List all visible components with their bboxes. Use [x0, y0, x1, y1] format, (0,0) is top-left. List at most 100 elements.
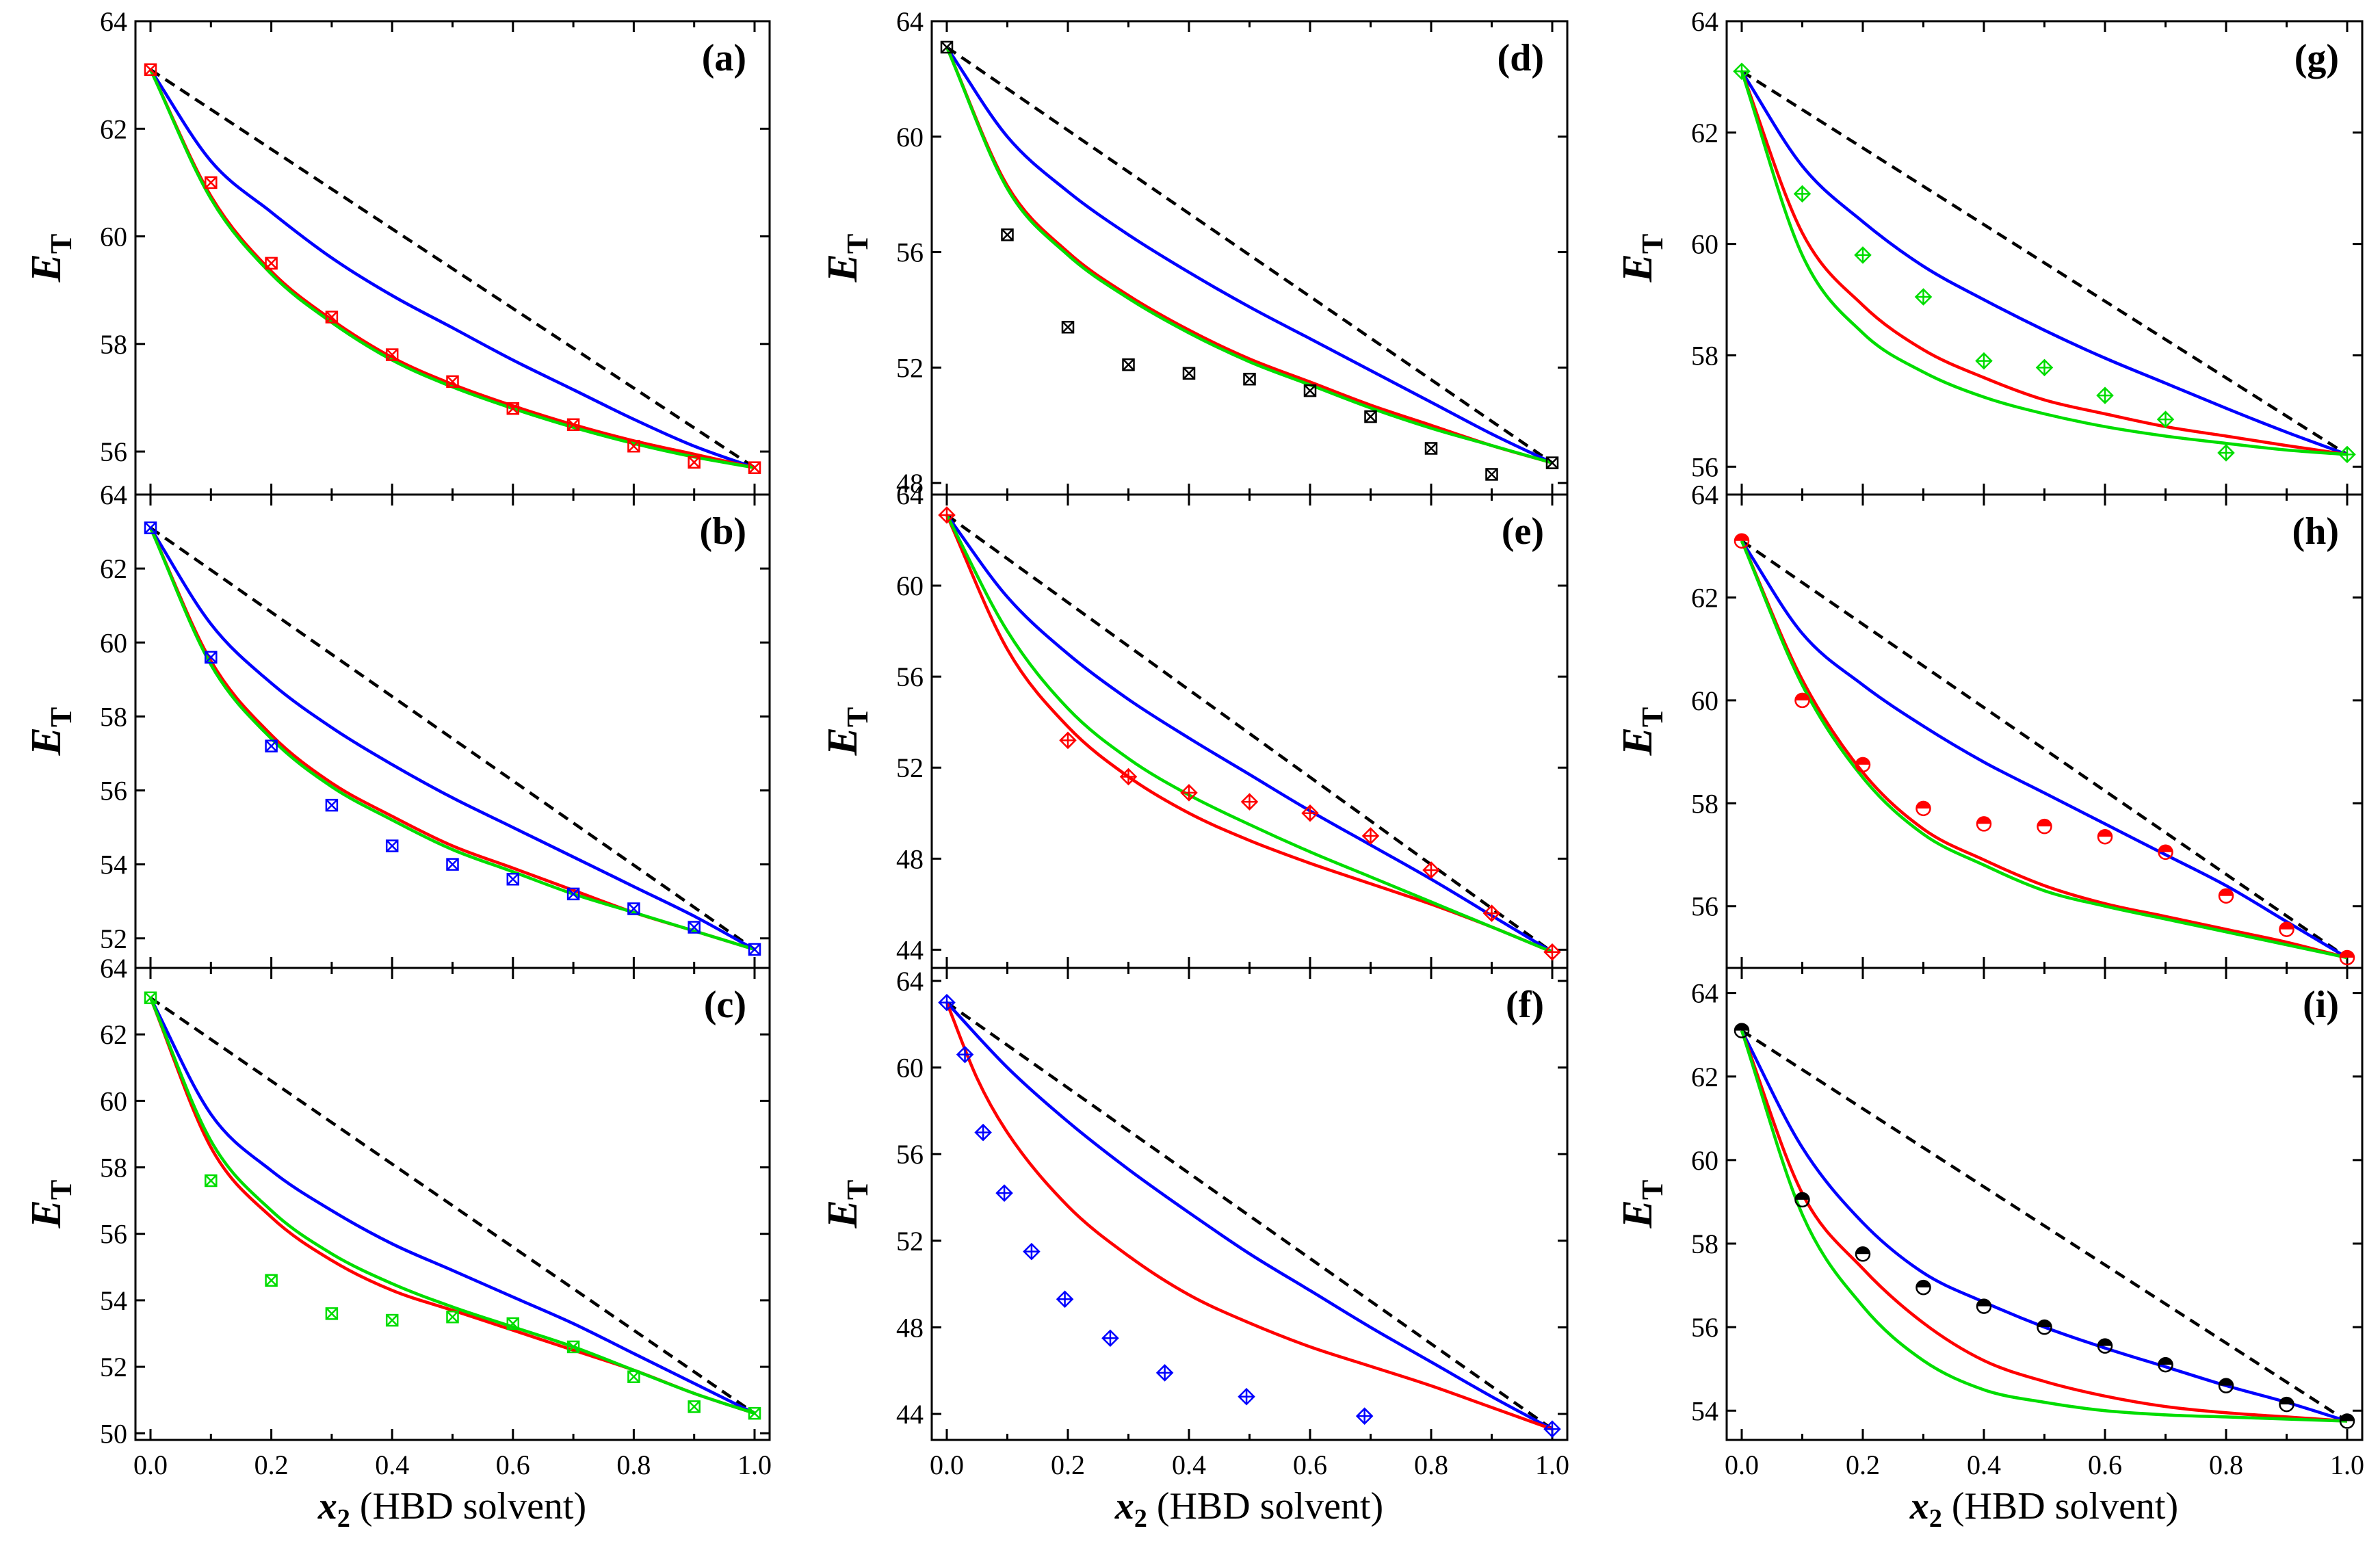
marker-square — [688, 921, 701, 934]
data-point — [205, 651, 218, 664]
marker-square — [627, 439, 640, 453]
series-line-red — [1740, 1029, 2348, 1423]
marker-square — [1303, 384, 1317, 397]
x-title-col3: x2 (HBD solvent) — [1909, 1485, 2178, 1533]
marker-cross — [506, 402, 519, 415]
y-tick-label: 52 — [100, 923, 127, 954]
series-line-red — [1740, 540, 2348, 960]
marker-plus — [939, 995, 954, 1010]
marker-cross — [1243, 373, 1256, 386]
marker-cross — [567, 418, 579, 431]
marker-cross — [144, 991, 157, 1004]
panel-c: 50 52 54 56 58 60 62 64 0.0 0.2 0.4 0.6 0.8 1.0 (c) — [100, 953, 772, 1480]
y-tick-label: 56 — [896, 237, 924, 268]
data-point — [506, 402, 520, 415]
marker-diamond — [1119, 768, 1138, 786]
data-point — [446, 1310, 459, 1324]
marker-half-fill — [1977, 1299, 1991, 1307]
data-point — [1793, 185, 1812, 203]
marker-cross — [1485, 468, 1498, 481]
y-tick-label: 56 — [896, 1139, 924, 1170]
marker-square — [627, 902, 640, 915]
data-point — [1794, 1192, 1810, 1208]
marker-square — [627, 1370, 640, 1383]
data-point — [1240, 793, 1259, 811]
panel-label: (g) — [2294, 37, 2339, 79]
data-point — [1180, 784, 1198, 802]
y-title-e: ET — [820, 707, 874, 757]
marker-plus — [2158, 412, 2173, 428]
y-tick-label: 56 — [896, 661, 924, 692]
marker-cross — [506, 1317, 519, 1330]
data-point — [1122, 358, 1135, 371]
data-point — [627, 439, 640, 453]
data-point — [1243, 372, 1256, 386]
series-line-blue — [945, 46, 1553, 464]
marker-diamond — [1975, 352, 1993, 370]
marker-cross — [446, 1311, 459, 1324]
panel-label: (e) — [1502, 510, 1544, 553]
marker-half-fill — [2098, 1339, 2112, 1346]
marker-plus — [1181, 785, 1196, 800]
marker-cross — [265, 739, 278, 752]
marker-plus — [2219, 445, 2234, 460]
data-point — [956, 1045, 974, 1064]
marker-cross — [627, 1370, 640, 1383]
y-title-h: ET — [1614, 707, 1669, 757]
data-point — [2338, 445, 2356, 464]
x-tick-label: 0.0 — [1725, 1449, 1759, 1480]
marker-square — [446, 375, 459, 389]
marker-cross — [1001, 228, 1014, 241]
y-tick-label: 60 — [896, 570, 924, 601]
data-point — [385, 839, 399, 852]
y-title-g: ET — [1614, 234, 1669, 283]
series-line-ideal — [945, 46, 1554, 464]
marker-square — [1364, 410, 1377, 423]
marker-diamond — [1059, 731, 1077, 750]
y-tick-label: 64 — [896, 480, 924, 510]
data-point — [1855, 757, 1871, 773]
marker-square — [446, 1310, 459, 1324]
data-point — [1422, 861, 1440, 879]
marker-plus — [2097, 388, 2113, 404]
data-point — [566, 418, 580, 432]
y-tick-label: 56 — [100, 776, 127, 806]
panel-f: 44 48 52 56 60 64 0.0 0.2 0.4 0.6 0.8 1.0 (f) — [896, 966, 1569, 1480]
data-point — [627, 902, 640, 915]
marker-square — [506, 1317, 520, 1330]
y-tick-label: 62 — [1691, 1062, 1718, 1092]
marker-cross — [326, 1307, 338, 1320]
marker-half-fill — [1795, 1192, 1809, 1200]
data-point — [325, 798, 339, 812]
data-point — [1301, 804, 1319, 822]
y-tick-label: 60 — [100, 222, 127, 252]
marker-square — [385, 348, 399, 361]
panel-label: (b) — [700, 510, 746, 553]
marker-square — [688, 1400, 701, 1413]
data-point — [748, 943, 761, 956]
marker-plus — [1363, 828, 1378, 844]
marker-cross — [688, 1400, 701, 1413]
data-point — [748, 461, 761, 474]
marker-cross — [1304, 384, 1316, 397]
marker-cross — [748, 461, 761, 474]
marker-square — [325, 311, 339, 324]
data-point — [2218, 1378, 2234, 1393]
x-tick-label: 0.2 — [1846, 1449, 1880, 1480]
marker-square — [205, 176, 218, 189]
y-tick-label: 60 — [100, 1086, 127, 1116]
data-point — [144, 63, 157, 77]
series-line-red — [945, 47, 1553, 464]
y-tick-label: 44 — [896, 934, 924, 965]
y-tick-label: 62 — [100, 114, 127, 144]
data-point — [1545, 456, 1559, 469]
data-point — [566, 1340, 580, 1354]
data-point — [2156, 410, 2175, 428]
data-point — [1485, 468, 1498, 481]
y-tick-label: 64 — [100, 480, 127, 510]
data-point — [1734, 1023, 1750, 1038]
data-point — [938, 993, 956, 1012]
series-line-red — [1740, 70, 2348, 456]
data-point — [1061, 321, 1075, 334]
y-tick-label: 58 — [1691, 788, 1718, 819]
